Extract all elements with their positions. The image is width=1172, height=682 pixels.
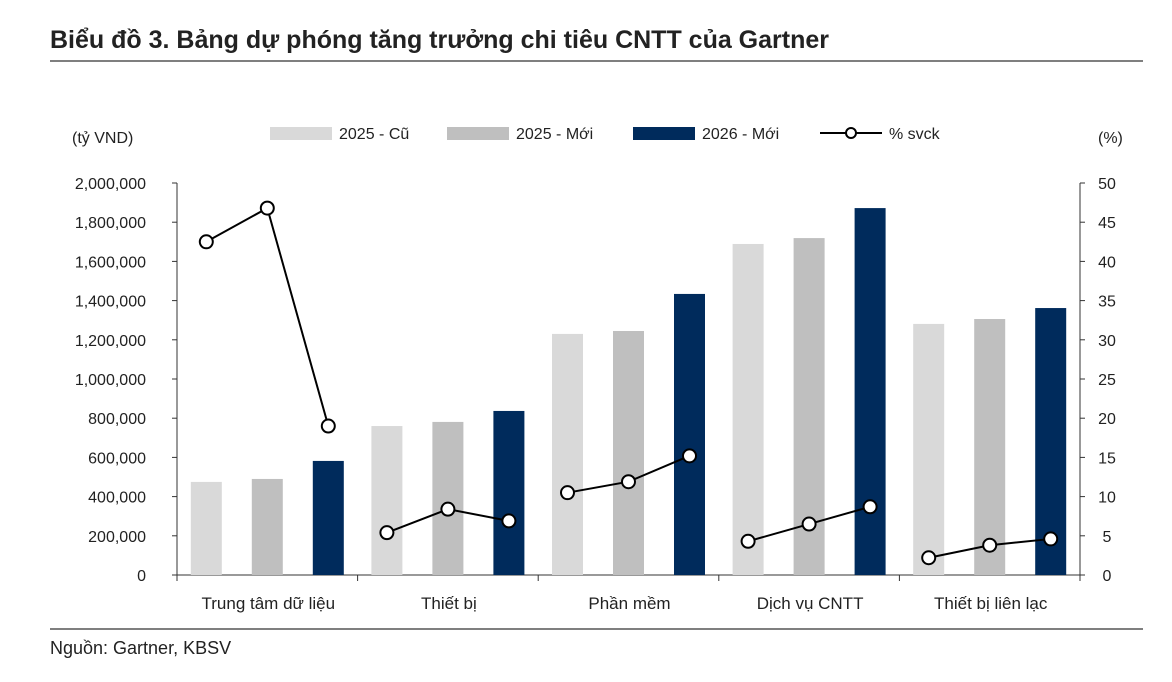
left-tick-label: 600,000	[88, 450, 146, 467]
left-tick-label: 200,000	[88, 529, 146, 546]
right-tick-label: 25	[1098, 372, 1116, 389]
right-tick-label: 10	[1098, 490, 1116, 507]
legend-swatch	[447, 127, 509, 140]
right-tick-label: 15	[1098, 450, 1116, 467]
legend-label: 2025 - Mới	[516, 126, 593, 143]
bar-2-0	[312, 460, 344, 575]
bar-0-2	[552, 333, 583, 575]
bar-1-1	[432, 421, 464, 575]
line-point	[740, 533, 756, 549]
line-point	[379, 525, 395, 541]
legend-label: 2026 - Mới	[702, 126, 779, 143]
line-point	[801, 516, 817, 532]
left-tick-label: 800,000	[88, 411, 146, 428]
bar-0-0	[190, 481, 222, 575]
left-tick-label: 1,400,000	[75, 294, 146, 311]
right-tick-label: 50	[1098, 176, 1116, 193]
bar-2-4	[1035, 308, 1067, 575]
bar-0-4	[913, 323, 945, 575]
left-tick-label: 400,000	[88, 490, 146, 507]
category-label: Phần mềm	[588, 594, 670, 613]
source-note: Nguồn: Gartner, KBSV	[50, 638, 231, 658]
legend: 2025 - Cũ 2025 - Mới 2026 - Mới % svck	[270, 126, 941, 143]
left-tick-label: 1,800,000	[75, 215, 146, 232]
category-label: Trung tâm dữ liệu	[202, 594, 336, 613]
legend-swatch	[270, 127, 332, 140]
line-point	[862, 499, 878, 515]
right-tick-label: 40	[1098, 254, 1116, 271]
axes: 0 200,000 400,000 600,000 800,000 1,000,000 1,…	[75, 176, 1116, 613]
legend-label: % svck	[889, 126, 941, 143]
bars	[190, 208, 1067, 576]
line-point	[921, 550, 937, 566]
right-tick-label: 45	[1098, 215, 1116, 232]
left-tick-label: 0	[137, 568, 146, 585]
line-point	[621, 474, 636, 490]
legend-swatch	[633, 127, 695, 140]
line-point	[440, 501, 456, 517]
line-point	[682, 448, 697, 464]
bar-0-3	[732, 243, 764, 575]
line-segment	[205, 206, 330, 427]
left-tick-label: 1,000,000	[75, 372, 146, 389]
legend-label: 2025 - Cũ	[339, 126, 409, 143]
right-tick-label: 35	[1098, 294, 1116, 311]
line-point	[501, 513, 517, 529]
right-tick-label: 20	[1098, 411, 1116, 428]
legend-marker	[845, 127, 857, 139]
line-point	[982, 537, 998, 553]
line-point	[259, 200, 275, 216]
bar-1-0	[251, 478, 283, 575]
bar-2-2	[674, 293, 705, 575]
bar-2-1	[493, 410, 525, 575]
right-tick-label: 0	[1103, 568, 1112, 585]
bar-1-4	[974, 319, 1006, 575]
left-tick-label: 1,200,000	[75, 333, 146, 350]
line-series	[198, 200, 1059, 566]
bar-0-1	[371, 426, 403, 575]
bar-1-2	[613, 330, 644, 575]
chart-title: Biểu đồ 3. Bảng dự phóng tăng trưởng chi…	[50, 26, 829, 54]
line-point	[560, 485, 575, 501]
line-point	[320, 418, 336, 434]
right-tick-label: 5	[1103, 529, 1112, 546]
line-point	[1043, 531, 1059, 547]
left-tick-label: 2,000,000	[75, 176, 146, 193]
category-label: Thiết bị	[421, 594, 477, 613]
bar-2-3	[854, 208, 886, 575]
left-axis-label: (tỷ VND)	[72, 130, 133, 147]
right-tick-label: 30	[1098, 333, 1116, 350]
line-point	[198, 234, 214, 250]
left-tick-label: 1,600,000	[75, 254, 146, 271]
category-label: Thiết bị liên lạc	[934, 594, 1048, 613]
category-label: Dịch vụ CNTT	[757, 594, 864, 613]
right-axis-label: (%)	[1098, 130, 1123, 147]
